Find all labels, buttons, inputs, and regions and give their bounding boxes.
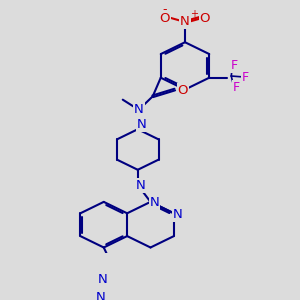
Text: N: N: [150, 196, 159, 209]
Text: N: N: [180, 16, 190, 28]
Text: F: F: [242, 71, 249, 84]
Text: N: N: [136, 179, 146, 192]
Text: F: F: [231, 59, 238, 72]
Text: O: O: [200, 12, 210, 25]
Text: N: N: [173, 208, 183, 220]
Text: N: N: [97, 273, 107, 286]
Text: O: O: [178, 84, 188, 97]
Text: -: -: [162, 3, 166, 16]
Text: N: N: [134, 103, 144, 116]
Text: N: N: [137, 118, 147, 131]
Text: N: N: [96, 291, 106, 300]
Text: +: +: [190, 9, 198, 19]
Text: O: O: [160, 12, 170, 25]
Text: F: F: [233, 80, 240, 94]
